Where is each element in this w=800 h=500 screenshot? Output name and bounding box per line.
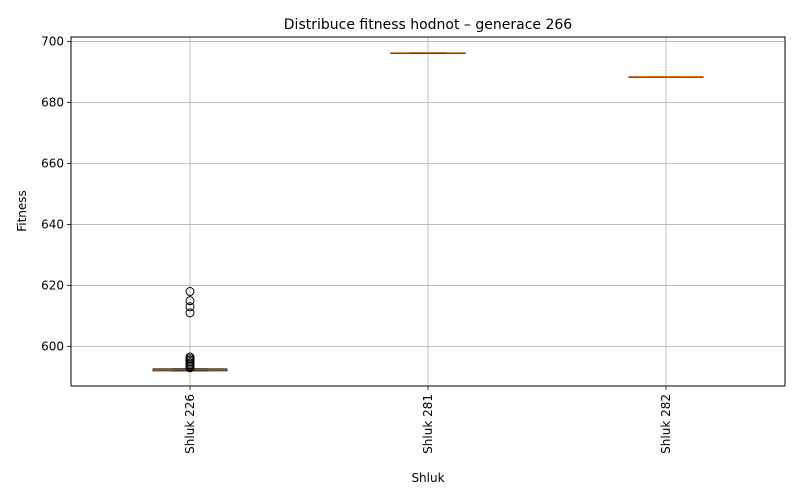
y-tick-label: 600 [41,339,64,353]
outlier-point [185,352,195,362]
y-tick-label: 620 [41,278,64,292]
outlier-point [185,287,195,297]
y-axis-label: Fitness [15,190,29,232]
x-tick-label: Shluk 282 [659,394,673,454]
box-series [152,52,704,373]
x-axis-label: Shluk [411,471,444,485]
box-group [390,52,466,54]
chart-title: Distribuce fitness hodnot – generace 266 [284,17,573,33]
box-group [152,287,228,373]
y-tick-label: 660 [41,156,64,170]
outlier-point [185,296,195,306]
box-group [628,76,704,78]
grid-lines [71,37,785,386]
x-tick-label: Shluk 281 [421,394,435,454]
y-tick-label: 700 [41,35,64,49]
x-axis: Shluk 226 Shluk 281 Shluk 282 [183,386,673,454]
outlier-point [185,302,195,312]
y-tick-label: 640 [41,217,64,231]
y-tick-label: 680 [41,96,64,110]
outlier-point [185,308,195,318]
y-axis: 600 620 640 660 680 700 [41,35,71,353]
x-tick-label: Shluk 226 [183,394,197,454]
